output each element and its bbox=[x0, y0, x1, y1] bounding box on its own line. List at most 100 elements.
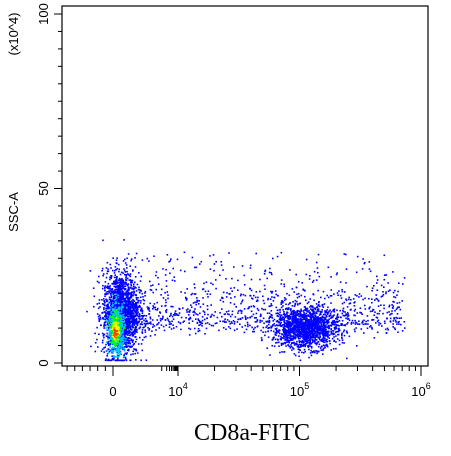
data-point bbox=[317, 323, 320, 326]
data-point bbox=[103, 327, 105, 329]
data-point bbox=[121, 333, 124, 335]
data-point bbox=[102, 284, 104, 287]
data-point bbox=[298, 326, 300, 329]
data-point bbox=[297, 348, 300, 351]
data-point bbox=[107, 340, 110, 343]
data-point bbox=[132, 353, 134, 355]
data-point bbox=[114, 314, 116, 317]
data-point bbox=[148, 260, 150, 262]
data-point bbox=[369, 306, 371, 308]
data-point bbox=[144, 324, 147, 326]
data-point bbox=[127, 325, 130, 328]
data-point bbox=[230, 287, 232, 290]
data-point bbox=[189, 309, 191, 312]
data-point bbox=[219, 320, 221, 323]
data-point bbox=[136, 322, 139, 325]
data-point bbox=[128, 348, 130, 351]
data-point bbox=[253, 306, 256, 308]
data-point bbox=[296, 318, 299, 320]
data-point bbox=[296, 293, 298, 296]
data-point bbox=[105, 307, 107, 310]
data-point bbox=[305, 342, 307, 345]
data-point bbox=[328, 337, 330, 339]
data-point bbox=[325, 316, 328, 318]
data-point bbox=[105, 341, 108, 343]
data-point bbox=[385, 332, 388, 334]
data-point bbox=[198, 329, 201, 332]
data-point bbox=[125, 264, 128, 266]
data-point bbox=[315, 261, 318, 264]
data-point bbox=[324, 334, 326, 337]
data-point bbox=[123, 283, 126, 285]
data-point bbox=[314, 324, 316, 326]
data-point bbox=[170, 305, 172, 308]
data-point bbox=[112, 303, 114, 305]
data-point bbox=[127, 327, 130, 329]
data-point bbox=[122, 315, 125, 317]
data-point bbox=[331, 337, 334, 340]
data-point bbox=[122, 281, 125, 284]
data-point bbox=[269, 298, 272, 300]
data-point bbox=[144, 318, 147, 320]
data-point bbox=[333, 327, 336, 329]
data-point bbox=[152, 305, 154, 307]
data-point bbox=[197, 330, 199, 333]
data-point bbox=[229, 327, 232, 330]
data-point bbox=[240, 312, 243, 314]
data-point bbox=[144, 292, 146, 294]
data-point bbox=[350, 321, 353, 324]
data-point bbox=[118, 283, 121, 286]
data-point bbox=[118, 355, 120, 357]
data-point bbox=[124, 315, 126, 318]
data-point bbox=[396, 302, 399, 304]
data-point bbox=[311, 309, 313, 312]
data-point bbox=[117, 311, 119, 313]
data-point bbox=[110, 296, 113, 299]
data-point bbox=[271, 344, 273, 347]
data-point bbox=[307, 339, 310, 342]
data-point bbox=[254, 296, 257, 299]
data-point bbox=[157, 276, 159, 279]
data-point bbox=[309, 331, 312, 333]
data-point bbox=[302, 331, 305, 334]
data-point bbox=[371, 287, 374, 289]
data-point bbox=[298, 330, 300, 333]
data-point bbox=[121, 336, 123, 339]
data-point bbox=[312, 312, 314, 314]
data-point bbox=[104, 301, 106, 304]
data-point bbox=[237, 289, 239, 291]
data-point bbox=[278, 318, 281, 321]
data-point bbox=[130, 323, 132, 326]
data-point bbox=[317, 332, 319, 335]
data-point bbox=[132, 344, 135, 346]
data-point bbox=[363, 319, 365, 322]
data-point bbox=[256, 325, 259, 327]
data-point bbox=[251, 315, 253, 318]
data-point bbox=[321, 321, 323, 323]
data-point bbox=[315, 328, 318, 330]
data-point bbox=[316, 312, 318, 315]
data-point bbox=[115, 277, 118, 279]
data-point bbox=[289, 330, 291, 333]
data-point bbox=[129, 342, 131, 345]
data-point bbox=[110, 295, 113, 298]
data-point bbox=[398, 282, 400, 284]
data-point bbox=[304, 316, 306, 318]
data-point bbox=[352, 298, 355, 300]
data-point bbox=[384, 322, 386, 325]
data-point bbox=[353, 305, 356, 307]
data-point bbox=[124, 333, 127, 336]
data-point bbox=[266, 320, 269, 323]
data-point bbox=[110, 337, 112, 339]
data-point bbox=[312, 324, 315, 327]
data-point bbox=[159, 319, 162, 322]
data-point bbox=[139, 315, 141, 318]
data-point bbox=[294, 354, 297, 357]
data-point bbox=[304, 313, 306, 316]
data-point bbox=[149, 302, 151, 305]
data-point bbox=[105, 327, 107, 329]
data-point bbox=[274, 325, 276, 327]
data-point bbox=[128, 305, 130, 308]
data-point bbox=[268, 317, 270, 320]
data-point bbox=[213, 314, 215, 317]
